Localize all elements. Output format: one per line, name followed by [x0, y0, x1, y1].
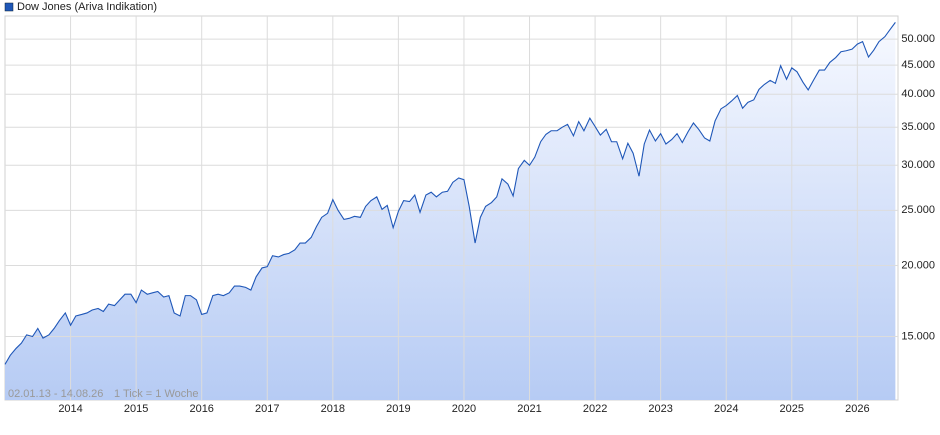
- y-tick-label: 20.000: [901, 259, 935, 271]
- date-range: 02.01.13 - 14.08.26: [8, 388, 103, 400]
- y-tick-label: 15.000: [901, 330, 935, 342]
- x-tick-label: 2015: [124, 403, 148, 415]
- x-tick-label: 2017: [255, 403, 279, 415]
- y-tick-label: 40.000: [901, 88, 935, 100]
- x-tick-label: 2024: [714, 403, 738, 415]
- area-fill: [5, 22, 896, 400]
- y-tick-label: 45.000: [901, 59, 935, 71]
- x-tick-label: 2018: [321, 403, 345, 415]
- legend-label: Dow Jones (Ariva Indikation): [17, 1, 157, 13]
- x-tick-label: 2025: [780, 403, 804, 415]
- x-tick-label: 2023: [648, 403, 672, 415]
- x-tick-label: 2026: [845, 403, 869, 415]
- x-tick-label: 2021: [517, 403, 541, 415]
- y-tick-label: 25.000: [901, 204, 935, 216]
- x-tick-label: 2020: [452, 403, 476, 415]
- y-tick-label: 30.000: [901, 159, 935, 171]
- x-tick-label: 2014: [58, 403, 82, 415]
- x-tick-label: 2022: [583, 403, 607, 415]
- price-line: [4, 22, 896, 365]
- y-tick-label: 35.000: [901, 121, 935, 133]
- x-tick-label: 2019: [386, 403, 410, 415]
- legend-swatch: [4, 2, 14, 12]
- y-tick-label: 50.000: [901, 33, 935, 45]
- x-tick-label: 2016: [189, 403, 213, 415]
- tick-info: 1 Tick = 1 Woche: [114, 388, 198, 400]
